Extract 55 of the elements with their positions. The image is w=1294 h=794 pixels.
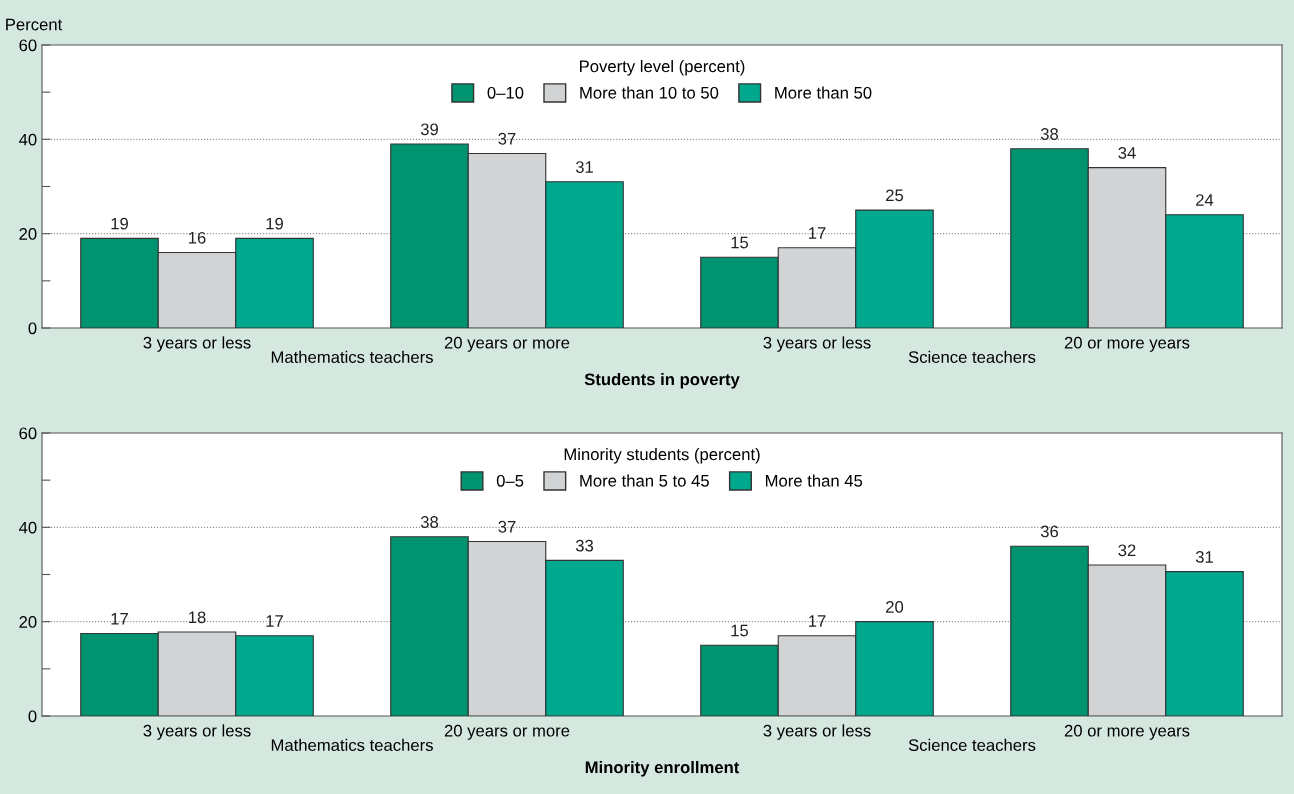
data-label: 24 — [1196, 194, 1214, 206]
data-label: 17 — [111, 612, 128, 625]
data-label: 32 — [1118, 544, 1136, 557]
text: Mathematics teachers — [271, 350, 433, 364]
x-tick-label: 20 years or more — [444, 724, 570, 740]
x-tick-label: 3 years or less — [143, 724, 251, 740]
text: Students in poverty — [584, 373, 740, 389]
data-label: 17 — [809, 615, 826, 627]
y-tick-label: 20 — [19, 228, 37, 240]
y-tick-label: 20 — [19, 616, 37, 628]
x-tick-label: 20 or more years — [1064, 336, 1190, 352]
text: Science teachers — [908, 350, 1036, 364]
x-tick-label: 3 years or less — [143, 336, 251, 352]
data-label: 37 — [498, 132, 516, 145]
data-label: 31 — [1195, 551, 1213, 563]
data-label: 31 — [575, 161, 593, 173]
data-label: 17 — [266, 615, 283, 627]
data-label: 34 — [1118, 146, 1136, 159]
data-label: 18 — [189, 611, 206, 624]
y-tick-label: 60 — [19, 39, 37, 52]
y-tick-label: 40 — [18, 521, 37, 534]
legend-label: More than 50 — [775, 86, 872, 99]
data-label: 37 — [498, 520, 516, 533]
legend-label: More than 45 — [765, 474, 863, 487]
data-label: 17 — [809, 227, 826, 239]
data-label: 38 — [1040, 128, 1059, 140]
data-label: 25 — [886, 189, 904, 202]
data-label: 16 — [189, 231, 206, 244]
legend-label: More than 10 to 50 — [580, 86, 719, 99]
y-axis-title: Percent — [6, 18, 63, 31]
x-tick-label: 20 or more years — [1064, 724, 1190, 740]
legend-label: 0–10 — [487, 86, 524, 99]
x-tick-label: 20 years or more — [444, 336, 570, 352]
data-label: 33 — [575, 539, 594, 552]
data-label: 38 — [420, 516, 439, 528]
y-tick-label: 0 — [28, 322, 37, 335]
data-label: 19 — [266, 217, 283, 230]
text: Minority enrollment — [585, 761, 740, 777]
data-label: 20 — [886, 601, 904, 613]
data-label: 15 — [731, 624, 749, 637]
y-tick-label: 40 — [18, 133, 37, 146]
data-label: 36 — [1040, 525, 1059, 538]
legend-title: Minority students (percent) — [564, 448, 760, 464]
data-label: 19 — [111, 217, 128, 230]
legend-label: More than 5 to 45 — [580, 474, 709, 487]
text: Science teachers — [908, 738, 1036, 752]
legend-title: Poverty level (percent) — [580, 60, 745, 76]
x-tick-label: 3 years or less — [763, 724, 871, 740]
x-tick-label: 3 years or less — [763, 336, 871, 352]
data-label: 39 — [420, 123, 438, 136]
text: Mathematics teachers — [271, 738, 433, 752]
y-tick-label: 0 — [28, 710, 37, 723]
data-label: 15 — [731, 236, 749, 249]
y-tick-label: 60 — [19, 427, 37, 440]
legend-label: 0–5 — [496, 474, 524, 487]
